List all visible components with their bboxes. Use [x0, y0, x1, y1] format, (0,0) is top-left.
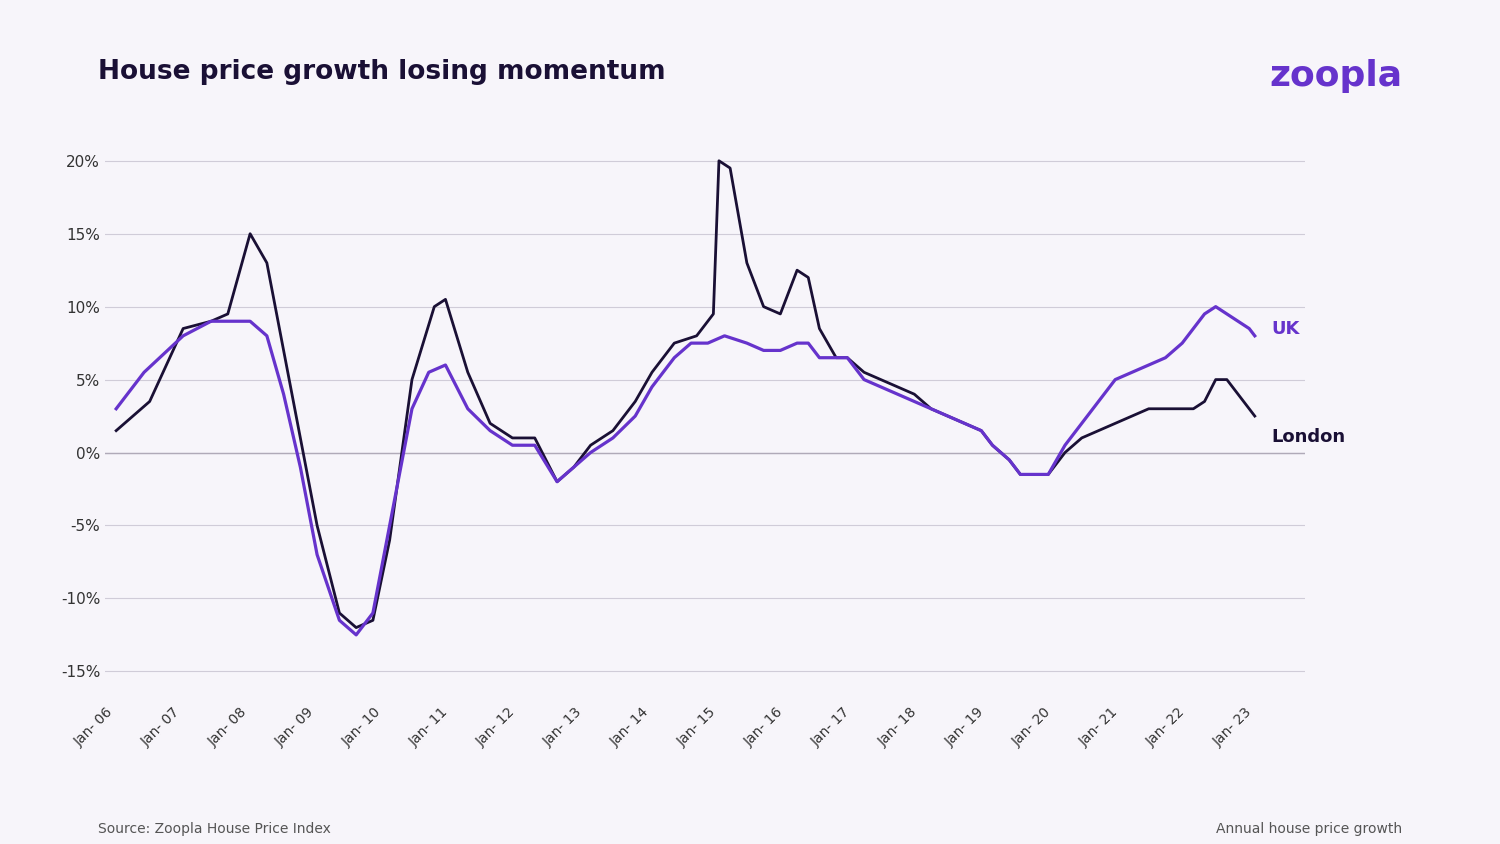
Text: UK: UK — [1272, 320, 1300, 338]
Text: Annual house price growth: Annual house price growth — [1216, 821, 1402, 836]
Text: zoopla: zoopla — [1269, 59, 1402, 93]
Text: Source: Zoopla House Price Index: Source: Zoopla House Price Index — [98, 821, 330, 836]
Text: House price growth losing momentum: House price growth losing momentum — [98, 59, 664, 85]
Text: London: London — [1272, 428, 1346, 446]
